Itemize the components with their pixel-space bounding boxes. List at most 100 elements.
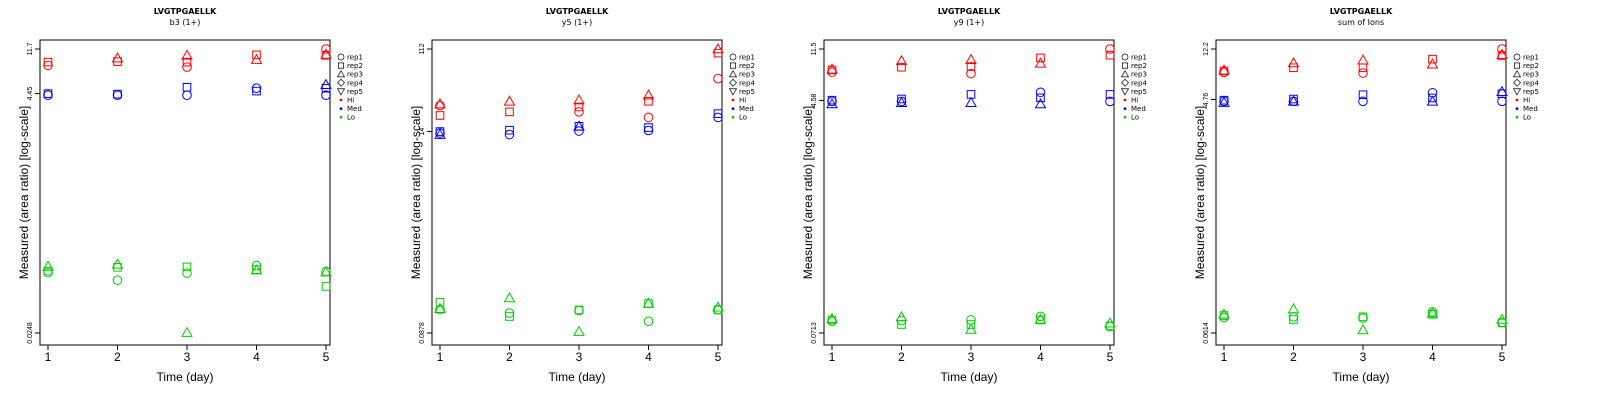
data-point-hi-rep3	[712, 42, 724, 54]
legend-marker-group	[728, 69, 738, 78]
data-point-lo-rep3	[1104, 317, 1116, 328]
legend-label: rep3	[739, 71, 755, 79]
legend-label: Med	[347, 105, 362, 113]
legend-rep1-icon	[1513, 53, 1521, 61]
data-point-med-rep2	[644, 123, 653, 132]
data-point-lo-rep1	[435, 304, 445, 315]
legend-label: Hi	[739, 97, 746, 105]
data-point-lo-rep1	[1288, 312, 1299, 322]
legend-marker-group	[337, 62, 345, 69]
legend-marker-group	[1121, 78, 1129, 87]
data-point-med-rep3	[1218, 96, 1230, 107]
y-axis-label: Measured (area ratio) [log-scale]	[17, 106, 31, 279]
legend-label: Med	[1131, 105, 1146, 113]
legend-label: rep1	[1131, 54, 1147, 62]
data-point-hi-rep2	[182, 57, 192, 67]
legend-rep1-icon	[729, 53, 737, 61]
data-point-hi-rep2	[252, 50, 261, 60]
data-point-lo-rep3	[965, 323, 977, 334]
legend-label: Lo	[347, 114, 355, 122]
chart-title: LVGTPGAELLK	[1330, 7, 1393, 16]
data-point-hi-rep1	[43, 60, 53, 71]
legend-med-dot	[1123, 107, 1127, 110]
data-point-lo-rep3	[826, 312, 838, 324]
legend-hi-dot	[731, 98, 735, 102]
data-point-med-rep2	[1358, 90, 1368, 100]
y-tick-label: 11.7	[27, 42, 34, 55]
legend-marker-group	[1120, 69, 1130, 78]
data-point-med-rep3	[320, 78, 332, 89]
data-point-hi-rep3	[320, 48, 332, 59]
legend-rep2-icon	[1513, 62, 1521, 69]
legend-label: rep3	[1131, 71, 1147, 79]
data-point-med-rep3	[1496, 85, 1508, 97]
x-tick-label: 4	[645, 350, 652, 364]
data-point-hi-rep3	[434, 98, 446, 109]
data-point-med-rep1	[1497, 96, 1507, 107]
data-point-hi-rep1	[1219, 67, 1229, 78]
data-point-med-rep2	[113, 89, 122, 99]
chart-subtitle: sum of Ions	[1338, 18, 1384, 27]
data-point-hi-rep1	[182, 62, 192, 72]
data-point-hi-rep3	[1218, 64, 1230, 75]
data-point-lo-rep3	[250, 264, 263, 275]
y-tick-label: 14	[419, 128, 426, 136]
chart-panel: LVGTPGAELLK y9 (1+) Measured (area ratio) …	[801, 7, 1147, 384]
data-point-hi-rep3	[642, 89, 655, 100]
data-point-hi-rep3	[250, 53, 263, 64]
y-tick-label: 4.76	[1203, 93, 1210, 107]
x-tick-label: 2	[898, 350, 905, 364]
legend-label: rep5	[739, 88, 755, 96]
chart-title: LVGTPGAELLK	[154, 7, 217, 16]
legend-lo-dot	[1123, 115, 1127, 119]
chart-panel: LVGTPGAELLK b3 (1+) Measured (area ratio) …	[17, 7, 363, 384]
legend-med-dot	[339, 107, 343, 110]
data-point-lo-rep1	[966, 315, 976, 325]
legend-rep3-icon	[1512, 69, 1522, 78]
data-point-med-rep2	[1428, 93, 1437, 103]
data-point-lo-rep1	[43, 267, 53, 278]
plot-frame	[1215, 39, 1507, 346]
legend-label: rep5	[1523, 88, 1539, 96]
data-point-lo-rep3	[111, 258, 124, 269]
data-point-hi-rep1	[321, 44, 331, 54]
data-point-lo-rep3	[1034, 313, 1047, 324]
legend-marker-group	[1513, 53, 1521, 61]
legend-lo-dot	[1515, 115, 1519, 119]
data-point-lo-rep1	[182, 268, 192, 278]
data-point-lo-rep2	[1289, 315, 1298, 324]
data-point-med-rep3	[434, 128, 446, 139]
data-point-med-rep1	[1035, 87, 1046, 98]
data-point-lo-rep3	[642, 297, 655, 308]
data-point-hi-rep3	[965, 53, 977, 64]
legend-label: rep3	[347, 71, 363, 79]
legend-label: rep2	[347, 62, 363, 70]
x-tick-label: 5	[715, 350, 722, 364]
data-point-hi-rep2	[505, 107, 514, 117]
data-point-med-rep1	[321, 90, 331, 100]
x-tick-label: 2	[114, 350, 121, 364]
data-point-lo-rep3	[573, 325, 585, 336]
data-point-hi-rep2	[574, 102, 584, 112]
data-point-med-rep3	[1287, 95, 1300, 106]
data-point-hi-rep1	[435, 100, 445, 111]
legend-rep3-icon	[1120, 69, 1130, 78]
legend-label: Hi	[1523, 97, 1530, 105]
data-point-lo-rep3	[1426, 307, 1439, 318]
legend-lo-dot	[339, 115, 343, 119]
x-tick-label: 3	[184, 350, 191, 364]
x-tick-label: 2	[1290, 350, 1297, 364]
data-point-lo-rep1	[643, 316, 654, 327]
data-point-hi-rep3	[826, 63, 838, 74]
x-tick-label: 5	[1107, 350, 1114, 364]
data-point-hi-rep3	[181, 49, 193, 60]
plot-frame	[823, 39, 1115, 346]
data-point-lo-rep2	[1036, 315, 1045, 325]
data-point-lo-rep1	[1035, 311, 1046, 322]
x-tick-label: 1	[45, 350, 52, 364]
data-point-hi-rep1	[574, 107, 584, 117]
x-tick-label: 3	[576, 350, 583, 364]
